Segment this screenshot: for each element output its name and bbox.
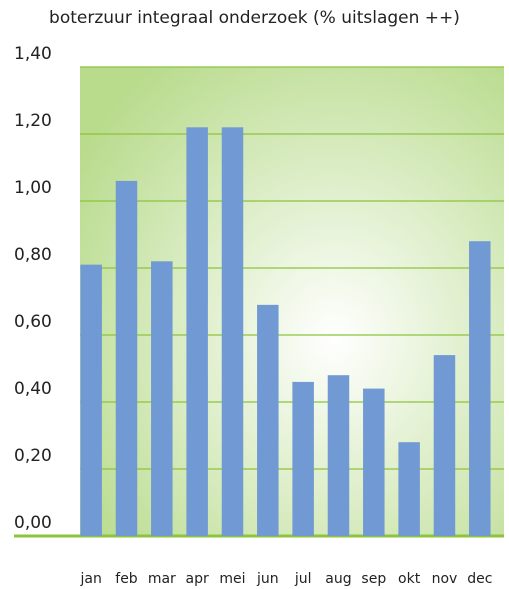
bar-nov [433,355,456,536]
y-tick-label: 1,00 [14,178,52,198]
bar-dec [469,241,491,536]
bar-jan [80,264,102,536]
y-tick-label: 0,20 [14,446,52,466]
x-tick-label: apr [186,571,209,587]
y-axis-ticks: 0,00 0,20 0,40 0,60 0,80 1,00 1,20 1,40 [14,44,52,533]
bar-sep [363,388,385,536]
y-tick-label: 1,40 [14,44,52,64]
x-tick-label: mar [148,571,176,587]
y-tick-label: 0,60 [14,312,52,332]
y-tick-label: 0,00 [14,513,52,533]
bar-aug [327,375,350,536]
plot-area [80,67,504,536]
x-tick-label: okt [398,571,421,587]
x-tick-label: aug [325,571,351,587]
x-tick-label: nov [432,571,458,587]
x-tick-label: sep [361,571,386,587]
bar-feb [115,180,138,536]
x-tick-label: jun [256,571,279,587]
bar-jun [257,304,279,536]
x-tick-label: jan [79,571,101,587]
y-tick-label: 1,20 [14,111,52,131]
bar-mar [151,261,173,536]
x-tick-label: feb [115,571,138,587]
bars [80,127,491,537]
bar-apr [186,127,208,537]
chart-title: boterzuur integraal onderzoek (% uitslag… [49,8,460,28]
y-tick-label: 0,40 [14,379,52,399]
x-axis-ticks: jan feb mar apr mei jun jul aug sep okt nov dec [79,571,492,587]
x-tick-label: dec [467,571,492,587]
bar-jul [292,381,314,536]
x-tick-label: jul [294,571,312,587]
bar-okt [398,442,420,536]
y-tick-label: 0,80 [14,245,52,265]
x-tick-label: mei [219,571,245,587]
bar-mei [221,127,244,537]
